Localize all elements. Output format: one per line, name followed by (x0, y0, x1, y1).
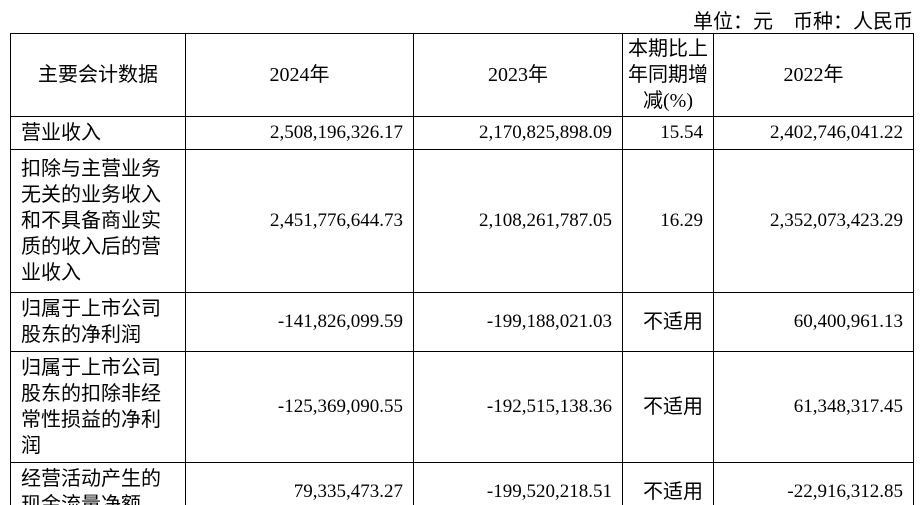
unit-currency-note: 单位：元 币种：人民币 (693, 11, 913, 33)
value-2023: 2,108,261,787.05 (413, 149, 623, 293)
value-2022: 2,402,746,041.22 (713, 116, 914, 150)
table-row-net-profit: 归属于上市公司股东的净利润 -141,826,099.59 -199,188,0… (10, 292, 914, 352)
row-label: 归属于上市公司股东的扣除非经常性损益的净利润 (10, 351, 186, 463)
value-yoy-change: 16.29 (622, 149, 714, 293)
value-2024: 2,508,196,326.17 (185, 116, 414, 150)
value-2023: -199,188,021.03 (413, 292, 623, 352)
key-accounting-data-table: 主要会计数据 2024年 2023年 本期比上年同期增减(%) 2022年 营业… (10, 33, 914, 505)
value-yoy-change: 15.54 (622, 116, 714, 150)
value-2024: -125,369,090.55 (185, 351, 414, 463)
row-label: 经营活动产生的现金流量净额 (10, 462, 186, 505)
row-label: 归属于上市公司股东的净利润 (10, 292, 186, 352)
value-2023: -192,515,138.36 (413, 351, 623, 463)
table-row-operating-cash-flow: 经营活动产生的现金流量净额 79,335,473.27 -199,520,218… (10, 462, 914, 505)
row-label: 扣除与主营业务无关的业务收入和不具备商业实质的收入后的营业收入 (10, 149, 186, 293)
value-2022: -22,916,312.85 (713, 462, 914, 505)
table-row-operating-revenue: 营业收入 2,508,196,326.17 2,170,825,898.09 1… (10, 116, 914, 150)
value-yoy-change: 不适用 (622, 351, 714, 463)
header-cell-2024: 2024年 (185, 33, 414, 117)
value-2024: 79,335,473.27 (185, 462, 414, 505)
value-2024: -141,826,099.59 (185, 292, 414, 352)
header-cell-yoy-change: 本期比上年同期增减(%) (622, 33, 714, 117)
value-2024: 2,451,776,644.73 (185, 149, 414, 293)
value-2023: 2,170,825,898.09 (413, 116, 623, 150)
value-yoy-change: 不适用 (622, 462, 714, 505)
value-2022: 2,352,073,423.29 (713, 149, 914, 293)
value-2022: 61,348,317.45 (713, 351, 914, 463)
table-row-net-profit-excl-nonrecurring: 归属于上市公司股东的扣除非经常性损益的净利润 -125,369,090.55 -… (10, 351, 914, 463)
table-row-adjusted-revenue: 扣除与主营业务无关的业务收入和不具备商业实质的收入后的营业收入 2,451,77… (10, 149, 914, 293)
value-2022: 60,400,961.13 (713, 292, 914, 352)
value-2023: -199,520,218.51 (413, 462, 623, 505)
row-label: 营业收入 (10, 116, 186, 150)
header-cell-2022: 2022年 (713, 33, 914, 117)
header-cell-2023: 2023年 (413, 33, 623, 117)
value-yoy-change: 不适用 (622, 292, 714, 352)
table-header-row: 主要会计数据 2024年 2023年 本期比上年同期增减(%) 2022年 (10, 33, 914, 117)
header-cell-metric: 主要会计数据 (10, 33, 186, 117)
